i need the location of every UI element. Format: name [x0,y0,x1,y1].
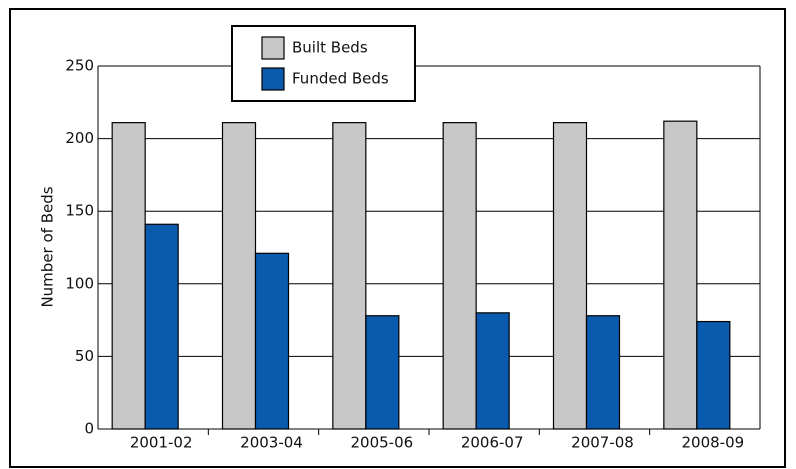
x-tick-label: 2008-09 [681,434,744,452]
bar [332,122,367,430]
y-tick-label: 150 [65,202,94,220]
bar [552,122,588,430]
bar [696,320,731,430]
legend-label: Built Beds [292,39,368,57]
bar [585,315,621,430]
x-tick-label: 2001-02 [130,434,193,452]
frame [9,8,786,468]
legend-label: Funded Beds [292,70,389,88]
x-tick-label: 2006-07 [461,434,524,452]
legend-box [231,25,416,102]
bar [663,120,698,430]
y-tick-label: 250 [65,57,94,75]
x-tick-label: 2005-06 [350,434,413,452]
bar [111,122,146,430]
bar [254,252,290,430]
y-axis-label: Number of Beds [39,186,57,307]
legend-swatch [261,67,285,91]
bar [365,315,400,430]
bar [144,223,179,430]
y-tick-label: 0 [84,420,94,438]
x-tick-label: 2007-08 [571,434,634,452]
y-tick-label: 200 [65,129,94,147]
bar [475,312,510,430]
bar [221,122,257,430]
bar [442,122,477,430]
y-tick-label: 50 [75,347,94,365]
legend-swatch [261,36,285,60]
y-tick-label: 100 [65,274,94,292]
x-tick-label: 2003-04 [240,434,303,452]
